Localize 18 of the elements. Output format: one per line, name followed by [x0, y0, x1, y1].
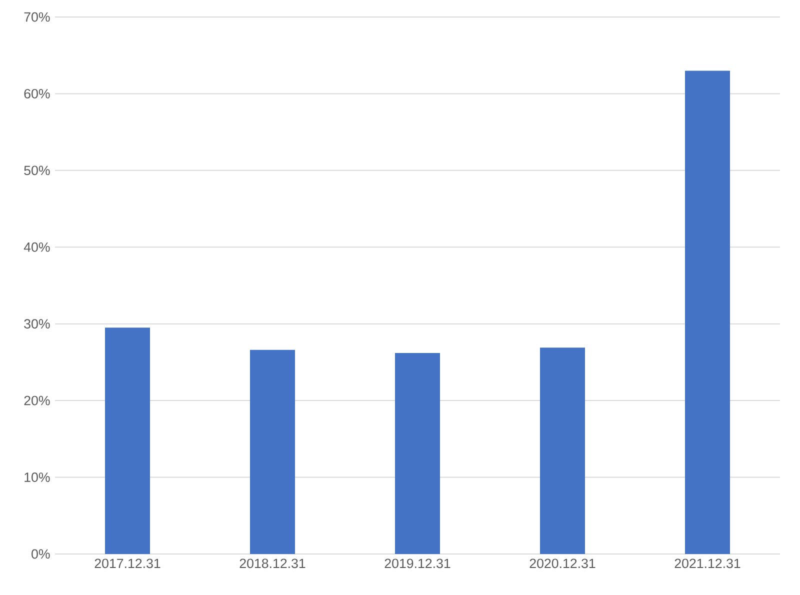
bar [250, 350, 296, 554]
bar [395, 353, 440, 554]
y-tick-label: 70% [24, 12, 50, 22]
x-tick-label: 2018.12.31 [240, 558, 306, 568]
x-tick-label: 2021.12.31 [674, 558, 740, 568]
y-tick-label: 30% [24, 319, 50, 329]
x-tick-label: 2020.12.31 [530, 558, 596, 568]
y-tick-label: 10% [24, 472, 50, 482]
bar [685, 70, 730, 554]
y-tick-label: 40% [24, 242, 50, 252]
y-tick-label: 60% [24, 88, 50, 98]
bar [105, 328, 150, 554]
x-tick-label: 2017.12.31 [94, 558, 160, 568]
x-tick-label: 2019.12.31 [384, 558, 450, 568]
bar [540, 348, 585, 554]
y-tick-label: 50% [24, 166, 50, 176]
y-tick-label: 0% [32, 549, 50, 559]
y-tick-label: 20% [24, 396, 50, 406]
